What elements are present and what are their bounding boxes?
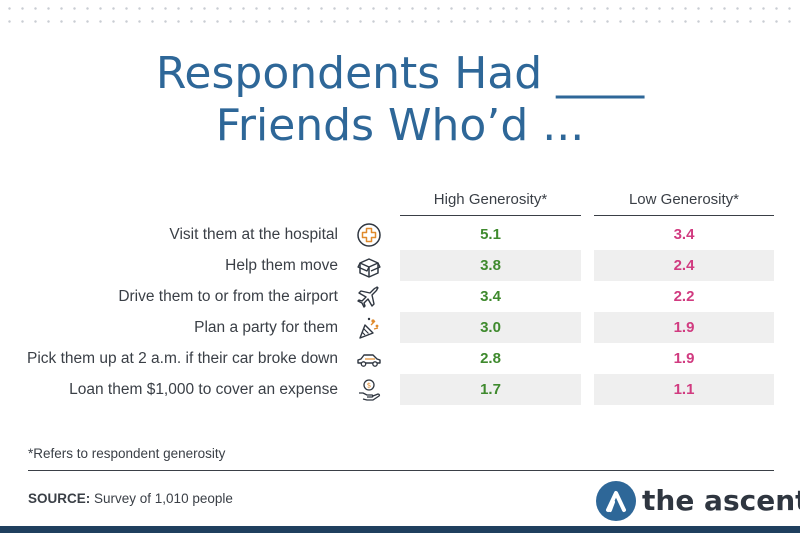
party-popper-icon — [359, 317, 379, 339]
value-high-generosity: 2.8 — [480, 350, 501, 367]
column-header-low-generosity: Low Generosity* — [594, 186, 774, 216]
moving-box-icon — [357, 258, 381, 278]
footnote: *Refers to respondent generosity — [28, 446, 226, 461]
brand-name: the ascent — [642, 484, 800, 517]
footer-divider — [28, 470, 774, 471]
car-icon — [357, 354, 381, 367]
medical-cross-icon — [357, 223, 381, 247]
value-high-generosity: 3.4 — [480, 288, 501, 305]
title-line-2: Friends Who’d ... — [215, 100, 585, 151]
value-high-generosity: 1.7 — [400, 374, 581, 405]
dotted-header-pattern — [0, 0, 800, 30]
value-high-generosity: 3.0 — [400, 312, 581, 343]
row-label: Plan a party for them — [194, 319, 338, 336]
table-row: Plan a party for them 3.0 1.9 — [0, 312, 800, 343]
value-low-generosity: 2.2 — [673, 288, 695, 305]
source-text: Survey of 1,010 people — [90, 491, 233, 506]
row-label: Loan them $1,000 to cover an expense — [69, 381, 338, 398]
value-low-generosity: 2.4 — [594, 250, 774, 281]
column-header-high-generosity: High Generosity* — [400, 186, 581, 216]
airplane-icon — [357, 286, 379, 308]
money-hand-icon: $ — [359, 379, 381, 401]
source-note: SOURCE: Survey of 1,010 people — [28, 491, 233, 506]
chart-title: Respondents Had ____ Friends Who’d ... — [0, 48, 800, 152]
ascent-logo-icon — [596, 481, 636, 521]
table-row: Loan them $1,000 to cover an expense $ 1… — [0, 374, 800, 405]
value-high-generosity: 3.8 — [400, 250, 581, 281]
row-label: Pick them up at 2 a.m. if their car brok… — [27, 350, 338, 367]
row-label: Help them move — [225, 257, 338, 274]
value-high-generosity: 5.1 — [480, 226, 501, 243]
table-row: Pick them up at 2 a.m. if their car brok… — [0, 343, 800, 374]
title-line-1: Respondents Had ____ — [155, 48, 645, 99]
row-label: Visit them at the hospital — [169, 226, 338, 243]
source-label: SOURCE: — [28, 491, 91, 506]
value-low-generosity: 1.9 — [594, 312, 774, 343]
brand-logo: the ascent — [596, 479, 800, 523]
value-low-generosity: 3.4 — [673, 226, 695, 243]
footer-bar — [0, 526, 800, 533]
table-row: Drive them to or from the airport 3.4 2.… — [0, 281, 800, 312]
value-low-generosity: 1.9 — [673, 350, 695, 367]
row-label: Drive them to or from the airport — [118, 288, 338, 305]
table-row: Help them move 3.8 2.4 — [0, 250, 800, 281]
value-low-generosity: 1.1 — [594, 374, 774, 405]
table-row: Visit them at the hospital 5.1 3.4 — [0, 219, 800, 250]
svg-text:$: $ — [367, 382, 371, 390]
